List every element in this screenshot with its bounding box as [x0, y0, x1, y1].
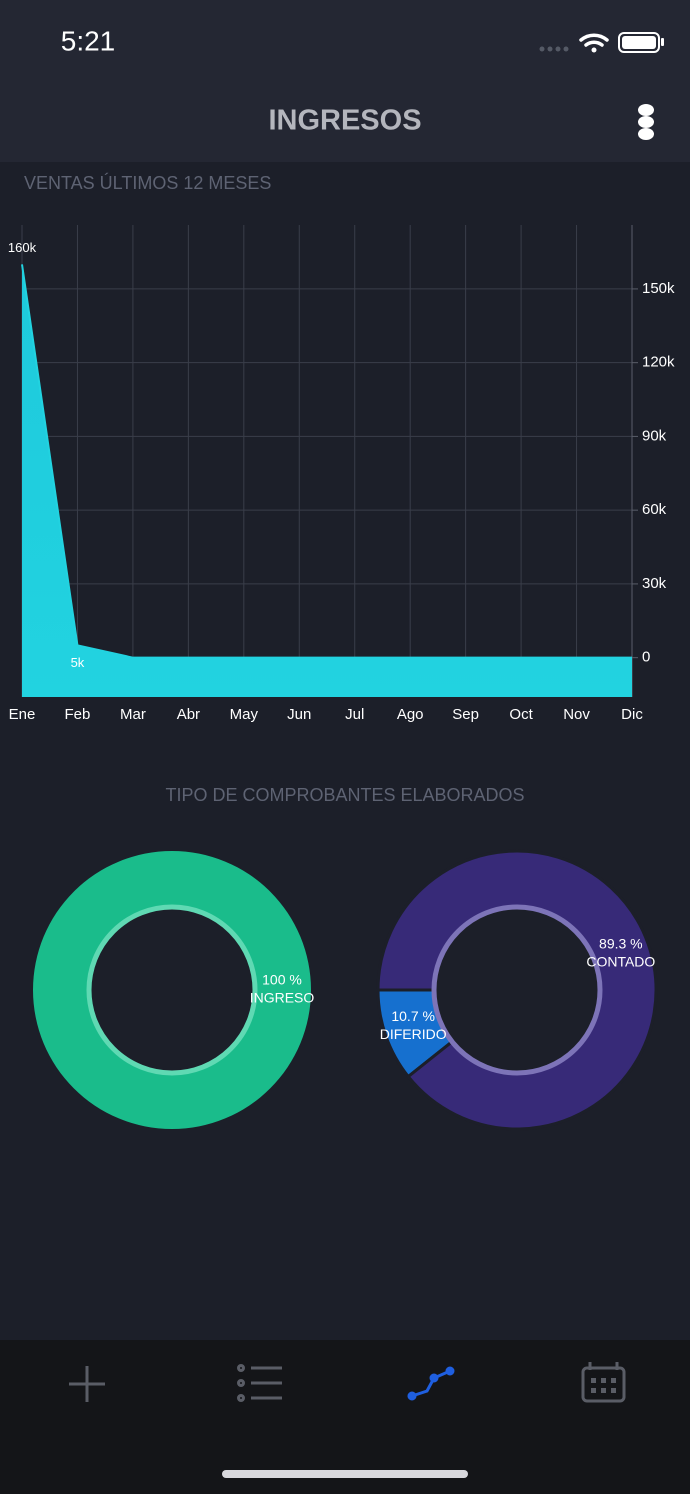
slice-category-label: DIFERIDO: [380, 1026, 447, 1042]
x-tick-label: Mar: [120, 706, 146, 723]
data-label: 160k: [8, 240, 37, 255]
signal-icon: [539, 46, 569, 52]
inner-ring: [431, 904, 603, 1076]
calendar-tab[interactable]: [581, 1362, 626, 1403]
header-title: INGRESOS: [268, 105, 421, 137]
x-tick-label: Jun: [287, 706, 311, 723]
chart-title: VENTAS ÚLTIMOS 12 MESES: [24, 172, 271, 193]
x-tick-label: Ago: [397, 706, 424, 723]
area-fill: [22, 264, 632, 697]
x-tick-label: Jul: [345, 706, 364, 723]
inner-ring: [86, 904, 258, 1076]
x-tick-label: Abr: [177, 706, 200, 723]
x-tick-label: Feb: [65, 706, 91, 723]
header-background: [0, 0, 690, 162]
pie-slice: [376, 849, 658, 1131]
wifi-icon: [579, 33, 609, 53]
y-tick-label: 0: [642, 649, 650, 666]
section-title: TIPO DE COMPROBANTES ELABORADOS: [165, 785, 524, 805]
y-tick-label: 30k: [642, 575, 667, 592]
menu-button[interactable]: [638, 104, 654, 140]
area-line: [21, 264, 632, 659]
y-tick-label: 60k: [642, 501, 667, 518]
chart-tab[interactable]: [407, 1366, 455, 1401]
x-tick-label: Nov: [563, 706, 590, 723]
y-tick-label: 120k: [642, 354, 675, 371]
y-tick-label: 90k: [642, 427, 667, 444]
slice-value-label: 100 %: [262, 972, 302, 988]
add-tab[interactable]: [69, 1366, 105, 1402]
tab-bar: [0, 1340, 690, 1494]
x-tick-label: Sep: [452, 706, 479, 723]
list-tab[interactable]: [237, 1364, 283, 1402]
slice-category-label: INGRESO: [250, 990, 315, 1006]
x-tick-label: Oct: [509, 706, 533, 723]
battery-icon: [618, 32, 664, 53]
slice-value-label: 10.7 %: [391, 1008, 435, 1024]
x-tick-label: May: [230, 706, 259, 723]
y-tick-label: 150k: [642, 280, 675, 297]
slice-value-label: 89.3 %: [599, 935, 643, 951]
home-indicator: [222, 1470, 468, 1478]
x-tick-label: Dic: [621, 706, 643, 723]
slice-category-label: CONTADO: [586, 953, 655, 969]
status-time: 5:21: [61, 25, 116, 56]
x-tick-label: Ene: [9, 706, 36, 723]
pie-slice: [33, 851, 311, 1129]
data-label: 5k: [71, 655, 85, 670]
